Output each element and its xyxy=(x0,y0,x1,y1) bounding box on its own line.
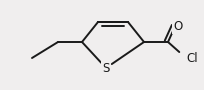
Text: O: O xyxy=(173,20,183,33)
Text: Cl: Cl xyxy=(186,51,198,65)
Text: S: S xyxy=(102,61,110,75)
